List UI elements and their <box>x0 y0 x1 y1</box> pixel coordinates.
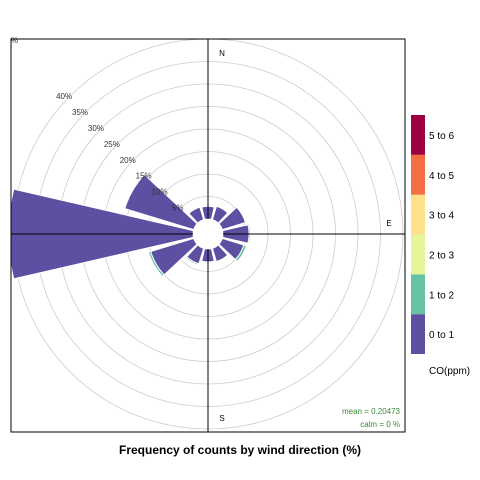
direction-label-south: S <box>219 414 224 423</box>
bar-330-0 <box>188 206 205 224</box>
legend-label-1: 1 to 2 <box>429 290 454 301</box>
compass-axes <box>11 39 405 432</box>
bar-270-1 <box>11 188 15 280</box>
legend-label-4: 4 to 5 <box>429 171 454 182</box>
bar-150-1 <box>215 254 230 264</box>
bar-240-1 <box>147 250 165 278</box>
stat-mean: mean = 0.20473 <box>342 407 401 416</box>
radial-tick-label-30: 30% <box>88 124 104 133</box>
legend-label-5: 5 to 6 <box>429 131 454 142</box>
top-left-percent-label: % <box>11 36 18 45</box>
legend-label-3: 3 to 4 <box>429 211 454 222</box>
bar-60-1 <box>236 205 248 224</box>
radial-tick-labels: 5% 10%15%20%25%30%35%40% <box>56 92 183 212</box>
direction-label-north: N <box>219 49 225 58</box>
bar-180-1 <box>200 260 216 263</box>
radial-tick-label-10: 10% <box>152 188 168 197</box>
radial-tick-label-20: 20% <box>120 156 136 165</box>
bar-300-0 <box>124 173 198 231</box>
legend-swatch-0 <box>411 314 425 354</box>
legend: 0 to 1 1 to 2 2 to 3 3 to 4 4 to 5 5 to 6 <box>411 115 454 354</box>
bar-120-1 <box>234 244 248 263</box>
legend-label-0: 0 to 1 <box>429 330 454 341</box>
plot-border <box>10 38 406 433</box>
legend-swatch-2 <box>411 234 425 275</box>
stat-calm: calm = 0 % <box>360 420 400 429</box>
legend-swatch-4 <box>411 154 425 195</box>
legend-swatch-3 <box>411 194 425 235</box>
legend-swatch-5 <box>411 115 425 155</box>
legend-title: CO(ppm) <box>429 366 470 377</box>
bar-30-0 <box>211 205 229 224</box>
radial-tick-label-40: 40% <box>56 92 72 101</box>
radial-tick-label-35: 35% <box>72 108 88 117</box>
legend-swatch-1 <box>411 274 425 315</box>
radial-tick-label-25: 25% <box>104 140 120 149</box>
legend-label-2: 2 to 3 <box>429 250 454 261</box>
radial-tick-label-15: 15% <box>136 172 152 181</box>
chart-title: Frequency of counts by wind direction (%… <box>119 443 361 457</box>
direction-label-east: E <box>386 219 391 228</box>
radial-tick-label-5: 5% <box>172 203 184 212</box>
bar-210-1 <box>185 256 200 266</box>
